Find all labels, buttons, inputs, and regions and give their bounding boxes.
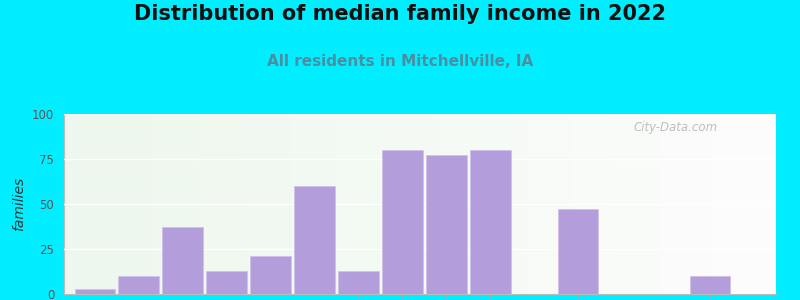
Text: Distribution of median family income in 2022: Distribution of median family income in … — [134, 4, 666, 25]
Bar — [206, 271, 247, 294]
Text: City-Data.com: City-Data.com — [634, 121, 718, 134]
Bar — [118, 276, 159, 294]
Y-axis label: families: families — [13, 177, 26, 231]
Text: All residents in Mitchellville, IA: All residents in Mitchellville, IA — [267, 54, 533, 69]
Bar — [250, 256, 290, 294]
Bar — [338, 271, 378, 294]
Bar — [426, 155, 466, 294]
Bar — [470, 150, 510, 294]
Bar — [558, 209, 598, 294]
Bar — [382, 150, 422, 294]
Bar — [162, 227, 203, 294]
Bar — [74, 289, 115, 294]
Bar — [294, 186, 334, 294]
Bar — [690, 276, 730, 294]
